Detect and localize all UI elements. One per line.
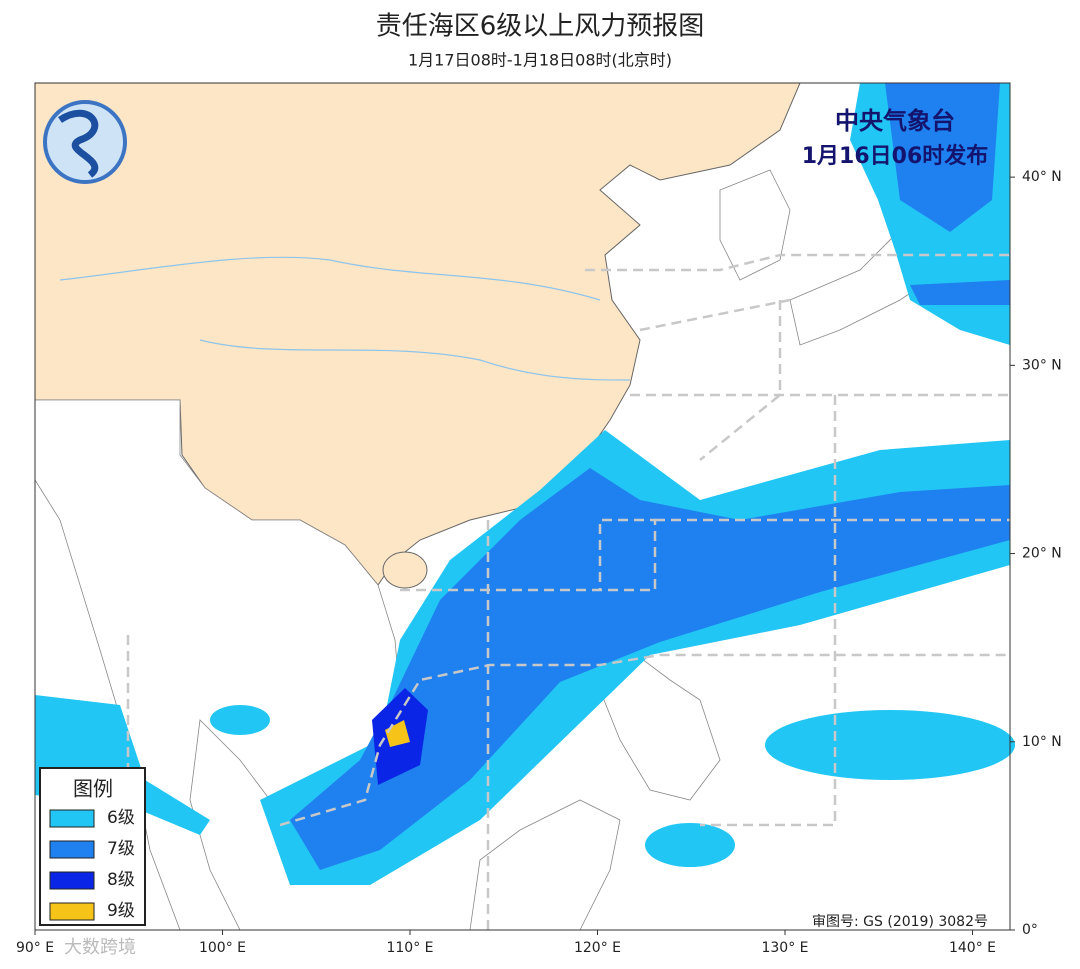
issue-time: 1月16日06时发布 bbox=[802, 143, 989, 169]
borneo bbox=[469, 799, 621, 931]
boundary bbox=[400, 518, 657, 592]
issuer: 中央气象台 bbox=[835, 107, 955, 135]
y-tick-label: 40° N bbox=[1022, 169, 1062, 185]
legend-swatch bbox=[49, 871, 95, 890]
boundary bbox=[585, 253, 1010, 461]
boundary bbox=[126, 393, 1010, 930]
wind-area-6 bbox=[645, 823, 735, 867]
logo-ring bbox=[43, 100, 127, 184]
legend-swatch bbox=[49, 809, 95, 828]
approval-number: 审图号: GS (2019) 3082号 bbox=[812, 914, 988, 930]
legend-title: 图例 bbox=[73, 777, 113, 801]
wind-area-6 bbox=[765, 710, 1015, 780]
y-tick-label: 30° N bbox=[1022, 357, 1062, 373]
wind-area-6 bbox=[210, 705, 270, 735]
x-tick-label: 110° E bbox=[386, 940, 433, 956]
x-tick-label: 90° E bbox=[16, 940, 54, 956]
x-tick-label: 120° E bbox=[574, 940, 621, 956]
watermark: 大数跨境 bbox=[64, 937, 136, 958]
x-tick-label: 140° E bbox=[949, 940, 996, 956]
wind-areas bbox=[35, 83, 1015, 885]
legend-label: 9级 bbox=[107, 901, 135, 921]
river bbox=[59, 256, 601, 301]
title: 责任海区6级以上风力预报图 bbox=[376, 12, 705, 42]
map-body bbox=[34, 82, 1015, 931]
river bbox=[199, 339, 631, 381]
legend-label: 6级 bbox=[107, 808, 135, 828]
wind-area-7 bbox=[910, 280, 1010, 305]
y-tick-label: 20° N bbox=[1022, 546, 1062, 562]
boundary bbox=[279, 653, 1010, 827]
logo bbox=[43, 100, 127, 184]
wind-area-7 bbox=[885, 83, 1000, 232]
legend-swatch bbox=[49, 902, 95, 921]
logo-mark bbox=[58, 109, 99, 178]
korea bbox=[719, 169, 791, 281]
subtitle: 1月17日08时-1月18日08时(北京时) bbox=[408, 51, 672, 70]
x-tick-label: 130° E bbox=[761, 940, 808, 956]
legend-label: 8级 bbox=[107, 870, 135, 890]
y-tick-label: 10° N bbox=[1022, 734, 1062, 750]
hainan bbox=[382, 551, 428, 589]
map-frame bbox=[34, 82, 1011, 931]
y-tick-label: 0° bbox=[1022, 922, 1038, 938]
wind-area-7 bbox=[290, 468, 1010, 870]
legend-swatch bbox=[49, 840, 95, 859]
legend: 图例 6级 7级 8级 9级 bbox=[39, 767, 146, 926]
legend-label: 7级 bbox=[107, 839, 135, 859]
x-tick-label: 100° E bbox=[199, 940, 246, 956]
